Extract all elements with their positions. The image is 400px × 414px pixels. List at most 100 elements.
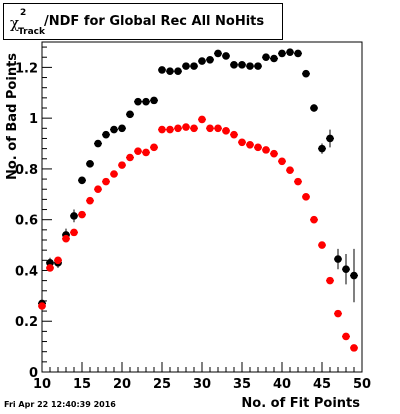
data-point [206,55,214,64]
x-tick-label: 15 [73,377,91,392]
data-point [118,124,126,133]
data-point [182,123,190,131]
data-point [350,271,358,280]
y-axis-label: No. of Bad Points [5,52,20,180]
data-point [302,69,310,78]
data-point [262,53,270,62]
data-point [230,61,238,69]
title-subscript: Track [18,27,45,37]
data-point [278,49,286,58]
y-tick-label: 0.8 [15,163,38,178]
data-marks [38,48,358,352]
data-point [142,97,150,106]
data-point [86,160,94,168]
title-text: /NDF for Global Rec All NoHits [44,14,265,29]
data-point [318,241,326,249]
data-point [110,170,118,178]
data-point [294,49,302,58]
data-point [342,332,350,341]
data-point [238,138,246,147]
data-point [150,96,158,105]
data-point [78,176,86,185]
data-point [86,196,94,205]
x-axis-label: No. of Fit Points [241,396,360,411]
data-point [350,344,358,352]
data-point [222,52,230,60]
data-point [158,125,166,134]
data-point [278,157,286,166]
data-point [254,143,262,152]
data-point [310,104,318,112]
data-point [62,234,70,243]
x-tick-label: 30 [193,377,211,392]
y-tick-label: 0.2 [15,315,38,330]
data-point [134,147,142,155]
data-point [214,49,222,58]
title-superscript: 2 [20,8,27,18]
x-tick-label: 20 [113,377,131,392]
chart-title: χ 2 Track /NDF for Global Rec All NoHits [3,3,283,40]
y-tick-label: 0.6 [15,214,38,229]
data-point [214,124,222,133]
series-0 [38,48,358,309]
data-point [230,130,238,139]
data-point [222,127,230,135]
data-point [206,124,214,133]
data-point [126,153,134,162]
data-point [198,57,206,65]
data-point [110,125,118,134]
y-tick-label: 0.4 [15,264,38,279]
data-point [342,265,350,273]
data-point [166,125,174,134]
x-tick-label: 50 [353,377,371,392]
data-point [238,61,246,69]
y-tick-label: 1.2 [15,61,38,76]
data-point [286,48,294,56]
data-point [190,62,198,70]
axes: 10 15 20 25 30 35 40 45 50 0 0.2 0.4 0.6 0.8 1 1.2 [15,36,371,392]
data-point [198,115,206,124]
x-tick-label: 40 [273,377,291,392]
series-1 [38,115,358,352]
y-tick-label: 1 [29,112,38,127]
y-tick-label: 0 [29,366,38,381]
data-point [246,141,254,149]
data-point [334,255,342,263]
timestamp: Fri Apr 22 12:40:39 2016 [4,400,116,409]
data-point [102,130,110,139]
x-tick-label: 35 [233,377,251,392]
x-tick-label: 45 [313,377,331,392]
data-point [142,148,150,157]
data-point [294,177,302,186]
title-chi-symbol: χ [10,14,20,32]
data-point [70,228,78,237]
data-point [182,62,190,70]
data-point [302,193,310,201]
data-point [270,54,278,63]
data-point [310,215,318,224]
data-point [262,146,270,154]
data-point [94,185,102,194]
data-point [174,67,182,75]
data-point [78,210,86,219]
x-tick-label: 10 [33,377,51,392]
data-point [38,302,46,310]
data-point [286,166,294,174]
data-point [254,62,262,70]
x-tick-label: 25 [153,377,171,392]
data-point [46,264,54,272]
plot-frame [41,41,363,373]
data-point [150,143,158,152]
data-point [270,149,278,158]
data-point [334,309,342,318]
data-point [70,212,78,220]
data-point [102,177,110,186]
data-point [118,161,126,169]
data-point [190,124,198,133]
data-point [158,66,166,74]
data-point [318,144,326,153]
data-point [326,276,334,285]
data-point [174,124,182,133]
data-point [94,139,102,148]
